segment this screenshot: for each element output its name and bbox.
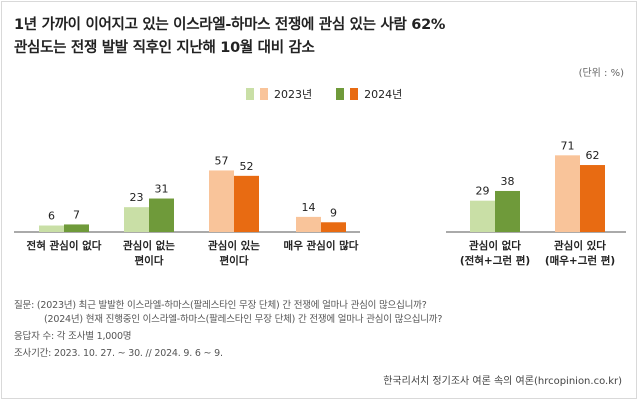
- data-label-2023-5: 71: [561, 139, 575, 152]
- data-label-2024-5: 62: [586, 149, 600, 162]
- bar-2024-0: [64, 224, 89, 232]
- legend-swatch-2023-orange: [260, 88, 268, 100]
- category-label-2-0: 관심이 있는: [208, 239, 260, 252]
- category-label-2-1: 편이다: [220, 254, 249, 267]
- legend: 2023년 2024년: [246, 86, 402, 102]
- category-label-1-0: 관심이 없는: [123, 239, 175, 252]
- data-label-2023-0: 6: [48, 210, 55, 223]
- category-label-5-1: (매우+그런 편): [545, 254, 615, 267]
- bar-2023-5: [555, 155, 580, 232]
- bar-2023-0: [39, 225, 64, 232]
- question-2024: (2024년) 현재 진행중인 이스라엘-하마스(팔레스타인 무장 단체) 간 …: [44, 314, 443, 325]
- data-label-2023-1: 23: [130, 191, 144, 204]
- bar-2024-3: [321, 222, 346, 232]
- category-label-4-1: (전혀+그런 편): [460, 254, 530, 267]
- source-credit: 한국리서치 정기조사 여론 속의 여론(hrcopinion.co.kr): [383, 376, 622, 387]
- data-label-2024-1: 31: [155, 183, 169, 196]
- bar-2023-3: [296, 216, 321, 232]
- unit-label: (단위 : %): [578, 68, 624, 79]
- data-label-2023-3: 14: [302, 201, 316, 214]
- bar-2023-1: [124, 207, 149, 232]
- category-label-4-0: 관심이 없다: [469, 239, 521, 252]
- legend-label-2024: 2024년: [364, 88, 403, 101]
- bar-2023-4: [470, 200, 495, 232]
- bar-2024-2: [234, 175, 259, 232]
- chart-title-line2: 관심도는 전쟁 발발 직후인 지난해 10월 대비 감소: [14, 40, 315, 56]
- question-2023: 질문: (2023년) 최근 발발한 이스라엘-하마스(팔레스타인 무장 단체)…: [14, 300, 427, 311]
- category-label-5-0: 관심이 있다: [554, 239, 606, 252]
- bar-2024-4: [495, 190, 520, 232]
- survey-period: 조사기간: 2023. 10. 27. ~ 30. // 2024. 9. 6 …: [14, 348, 223, 359]
- bar-2024-5: [580, 165, 605, 232]
- data-label-2023-2: 57: [215, 154, 229, 167]
- chart-title-line1: 1년 가까이 이어지고 있는 이스라엘-하마스 전쟁에 관심 있는 사람 62%: [14, 17, 446, 33]
- legend-label-2023: 2023년: [274, 88, 313, 101]
- respondent-count: 응답자 수: 각 조사별 1,000명: [14, 331, 132, 342]
- legend-swatch-2024-orange: [350, 88, 359, 100]
- data-label-2024-2: 52: [240, 160, 254, 173]
- data-label-2024-3: 9: [330, 206, 337, 219]
- data-label-2024-0: 7: [73, 208, 80, 221]
- category-label-0-0: 전혀 관심이 없다: [27, 239, 102, 252]
- data-label-2024-4: 38: [501, 175, 515, 188]
- bar-2024-1: [149, 198, 174, 232]
- bar-2023-2: [209, 170, 234, 232]
- category-label-3-0: 매우 관심이 많다: [284, 239, 359, 252]
- category-label-1-1: 편이다: [135, 254, 164, 267]
- data-label-2023-4: 29: [476, 185, 490, 198]
- legend-swatch-2023-green: [246, 88, 254, 100]
- legend-swatch-2024-green: [336, 88, 345, 100]
